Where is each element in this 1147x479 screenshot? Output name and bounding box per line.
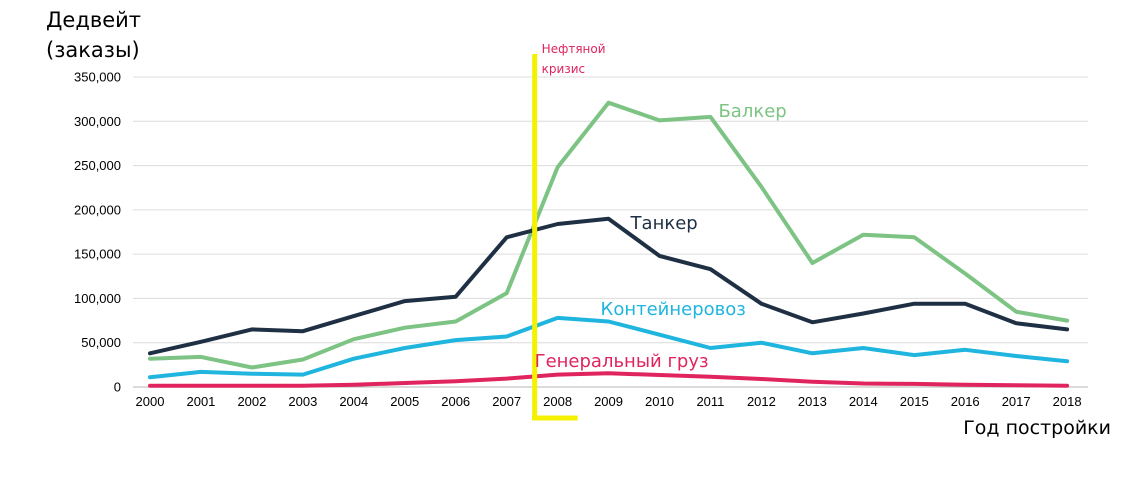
y-tick-label: 150,000 (74, 247, 121, 262)
x-tick-label: 2009 (594, 394, 623, 409)
crisis-annotation: Нефтяной кризис (532, 42, 606, 421)
y-axis-title-line1: Дедвейт (46, 8, 141, 32)
crisis-label-line2: кризис (542, 62, 585, 76)
series-line-танкер (148, 216, 1070, 356)
x-tick-label: 2014 (849, 394, 878, 409)
series-labels: Балкер Танкер Контейнеровоз Генеральный гру… (535, 101, 787, 372)
series-line-балкер (148, 100, 1070, 370)
x-tick-label: 2011 (696, 394, 724, 409)
x-tick-label: 2010 (645, 394, 674, 409)
x-tick-label: 2015 (900, 394, 929, 409)
series-label-контейнеровоз: Контейнеровоз (601, 299, 746, 320)
x-axis-title: Год постройки (963, 417, 1111, 439)
x-tick-label: 2007 (492, 394, 521, 409)
series-label-танкер: Танкер (630, 213, 698, 234)
y-tick-label: 0 (114, 380, 121, 395)
x-tick-label: 2018 (1053, 394, 1082, 409)
series-label-генеральный-груз: Генеральный груз (535, 351, 709, 372)
x-tick-label: 2000 (136, 394, 165, 409)
x-tick-label: 2012 (747, 394, 776, 409)
x-tick-label: 2005 (390, 394, 419, 409)
x-tick-label: 2016 (951, 394, 980, 409)
x-tick-label: 2013 (798, 394, 827, 409)
series-line-контейнеровоз (148, 315, 1070, 380)
y-tick-label: 350,000 (74, 70, 121, 85)
x-tick-label: 2004 (339, 394, 368, 409)
y-tick-label: 200,000 (74, 202, 121, 217)
x-tick-label: 2003 (288, 394, 317, 409)
x-tick-labels: 2000 2001 2002 2003 2004 2005 2006 2007 2008 2009… (136, 394, 1082, 409)
x-tick-label: 2006 (441, 394, 470, 409)
series-lines (148, 100, 1070, 388)
y-tick-label: 100,000 (74, 291, 121, 306)
x-tick-label: 2008 (543, 394, 572, 409)
y-tick-label: 50,000 (81, 335, 121, 350)
x-tick-label: 2002 (237, 394, 266, 409)
crisis-label-line1: Нефтяной (542, 42, 606, 56)
y-tick-label: 250,000 (74, 158, 121, 173)
y-tick-label: 300,000 (74, 114, 121, 129)
x-tick-label: 2017 (1002, 394, 1031, 409)
gridlines (133, 76, 1088, 388)
x-tick-label: 2001 (186, 394, 215, 409)
series-label-балкер: Балкер (718, 101, 786, 122)
y-axis-title-line2: (заказы) (46, 38, 140, 62)
series-line-генеральный-груз (148, 371, 1070, 388)
y-tick-labels: 0 50,000 100,000 150,000 200,000 250,000 300,0… (74, 70, 121, 395)
